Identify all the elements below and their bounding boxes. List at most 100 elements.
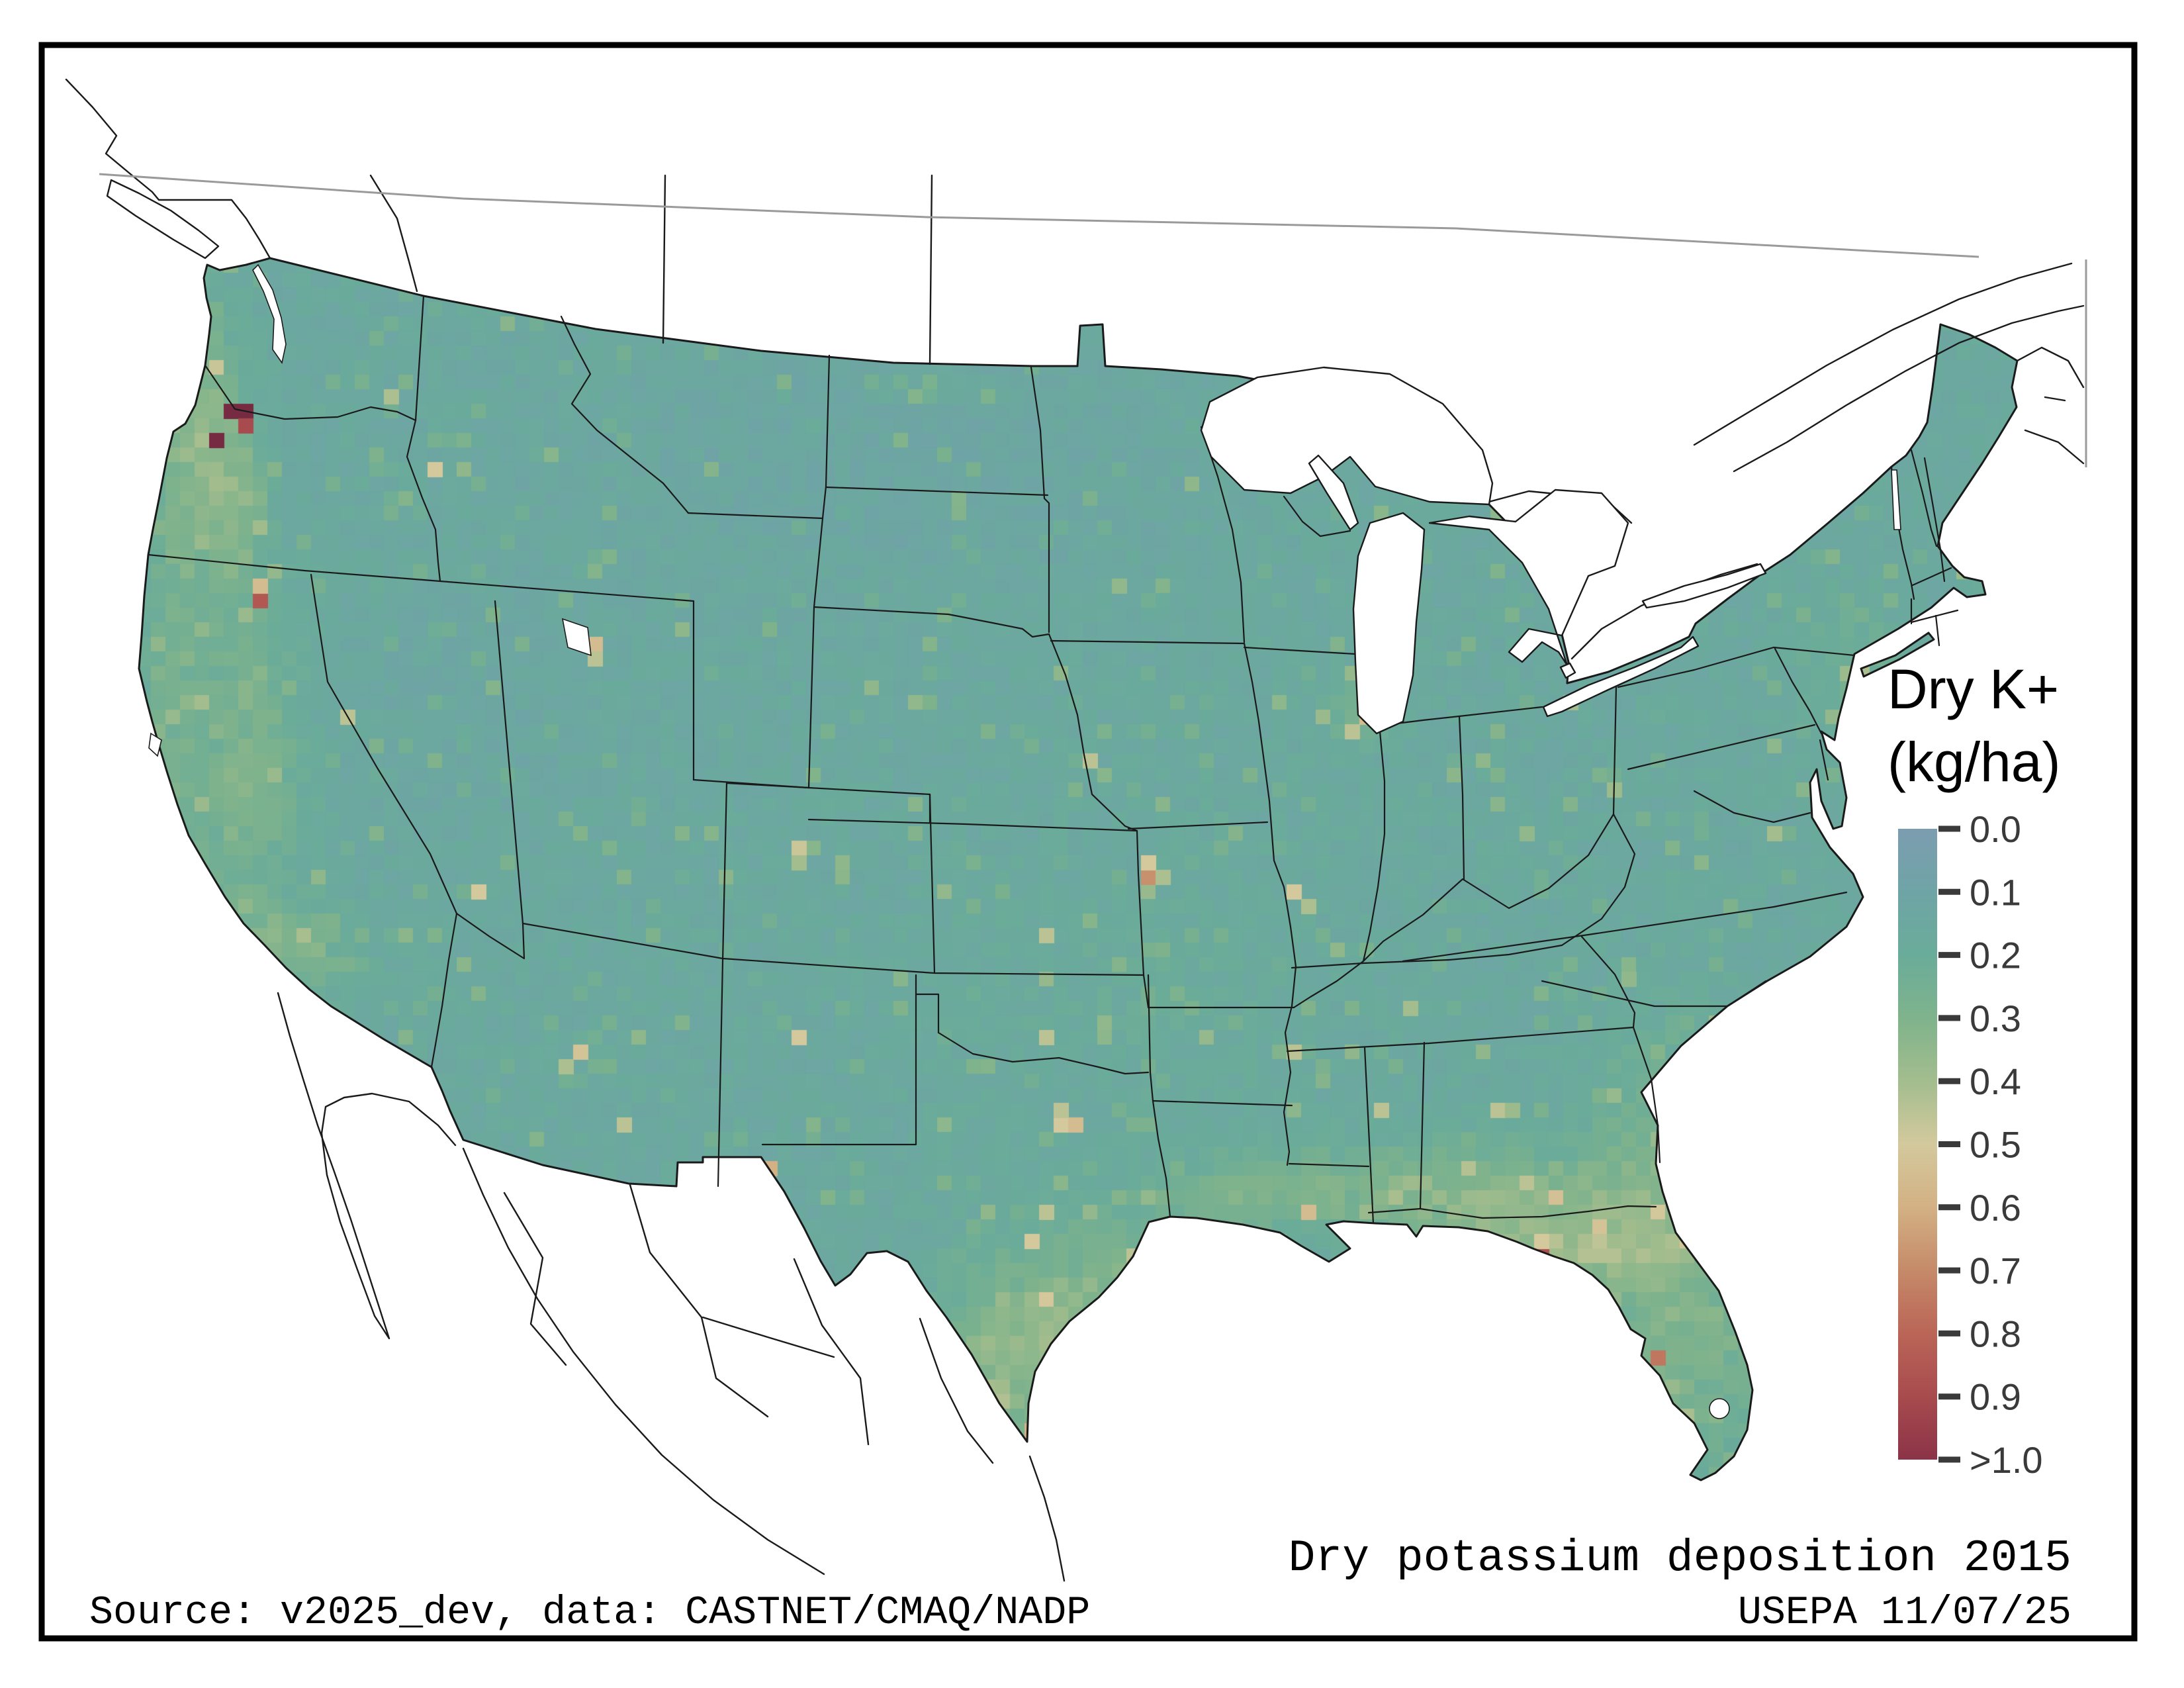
colorbar-tick-label: 0.6 (1970, 1187, 2021, 1229)
border-md-va-potomac (1693, 790, 1811, 823)
lakes (148, 263, 1901, 1419)
mexico-state-line-5 (919, 1317, 994, 1464)
border-co-north (725, 782, 931, 796)
border-il-in (1362, 730, 1386, 962)
border-ma-north (1911, 567, 1952, 586)
colorbar-tick-label: 0.8 (1970, 1313, 2021, 1354)
canada-pei (2044, 396, 2066, 402)
border-va-nc (1402, 891, 1848, 962)
border-me-nh (1910, 449, 1938, 547)
border-mississippi-river (1243, 642, 1297, 1166)
border-nj-pa-delaware-river (1774, 647, 1823, 735)
border-ms-al (1363, 1046, 1375, 1225)
lake-okeechobee (1709, 1398, 1730, 1419)
border-ia-ne-river (1048, 633, 1138, 832)
mexico-state-line-2 (629, 1184, 769, 1418)
border-ct-ri (1934, 614, 1940, 647)
colorbar-tick-label: 0.0 (1970, 808, 2021, 850)
border-ut-co (721, 782, 728, 962)
border-wi-il (1243, 646, 1357, 655)
canada-stlawrence-north-shore (1693, 262, 2073, 446)
mexico-state-line-4 (702, 1316, 835, 1358)
vancouver-island (106, 179, 220, 259)
colorbar-tick-label: 0.9 (1970, 1376, 2021, 1418)
border-id-mt (560, 315, 690, 514)
border-ms-la (1288, 1162, 1370, 1168)
border-nd-sd (825, 486, 1049, 496)
border-mo-west (1136, 829, 1150, 1009)
mexico-pacific-coast (462, 1147, 825, 1575)
border-az-nm (717, 960, 724, 1188)
source-line: Source: v2025_dev, data: CASTNET/CMAQ/NA… (89, 1591, 1090, 1636)
legend-title-line1: Dry K+ (1888, 658, 2059, 720)
border-42n (147, 553, 695, 602)
colorbar-tick-label: 0.4 (1970, 1060, 2021, 1102)
mexico-baja-california (277, 992, 457, 1340)
mexico-outlines (277, 992, 1066, 1582)
canada-new-brunswick (2016, 346, 2085, 389)
canada-saskatchewan-manitoba-border (929, 174, 933, 365)
lake-huron (1428, 489, 1629, 667)
border-sd-ne (813, 606, 1050, 638)
canada-alberta-saskatchewan-border (662, 174, 666, 344)
border-nv-ut (494, 600, 524, 925)
border-37n (522, 922, 1145, 976)
border-ar-tx-la (1149, 1071, 1171, 1218)
canada-outlines (65, 78, 2085, 660)
border-ky-tn (1291, 959, 1451, 969)
map-title: Dry potassium deposition 2015 (1289, 1533, 2071, 1584)
border-nc-sc (1541, 980, 1767, 1008)
border-ar-la (1152, 1100, 1293, 1107)
border-mason-dixon (1627, 724, 1816, 771)
border-mn-dakotas (1030, 366, 1050, 633)
border-ne-ks (807, 818, 1138, 832)
border-mt-dakotas (821, 354, 831, 520)
canada-nova-scotia (2024, 429, 2085, 465)
border-wa-id (414, 295, 425, 422)
puget-sound (252, 263, 287, 364)
lake-erie (1542, 635, 1700, 718)
colorbar-tick-label: 0.7 (1970, 1250, 2021, 1291)
state-boundaries (147, 295, 1959, 1225)
border-co-east (929, 793, 936, 974)
border-ok-panhandle-south (915, 993, 940, 1034)
lake-st-clair (1559, 662, 1576, 679)
lake-ontario (1641, 563, 1767, 609)
figure-frame (38, 42, 2138, 1642)
border-ga-fl (1419, 1205, 1657, 1219)
border-mt-wy (687, 512, 824, 520)
mexico-state-line-1 (503, 1192, 567, 1366)
san-francisco-bay (148, 732, 162, 757)
border-al-fl (1367, 1207, 1422, 1214)
canada-bc-alberta-border (369, 174, 418, 293)
canada-bc-coast (65, 78, 271, 259)
legend: Dry K+ (kg/ha) 0.00.10.20.30.40.50.60.70… (1888, 658, 2060, 1481)
lake-superior (1200, 366, 1494, 506)
border-tx-ok-red-river (937, 1031, 1150, 1075)
border-oh-pa (1612, 686, 1617, 816)
agency-date-line: USEPA 11/07/25 (1738, 1591, 2071, 1636)
border-wv-va (1561, 813, 1636, 947)
border-ny-nj (1772, 646, 1856, 657)
green-bay (1308, 454, 1359, 531)
lake-michigan (1352, 512, 1426, 735)
model-domain-edge-top (99, 173, 1979, 258)
border-ca-nv (310, 573, 458, 915)
lake-champlain (1891, 469, 1901, 530)
border-ok-ar (1147, 974, 1152, 1074)
border-wa-or (204, 364, 417, 422)
border-ma-south (1910, 609, 1959, 624)
border-ia-mo (1127, 821, 1269, 830)
border-nv-az-river (455, 912, 525, 960)
colorbar-tick-label: 0.3 (1970, 998, 2021, 1039)
border-ohio-river (1293, 813, 1615, 1009)
colorbar-tick-label: >1.0 (1970, 1439, 2043, 1481)
canada-gaspe-south-shore (1733, 305, 2085, 473)
border-vt-nh (1923, 457, 1946, 583)
border-al-ga (1419, 1041, 1426, 1210)
colorbar (1898, 829, 1937, 1460)
border-wi-mi-up (1283, 495, 1351, 538)
border-tn-south (1286, 1026, 1635, 1053)
